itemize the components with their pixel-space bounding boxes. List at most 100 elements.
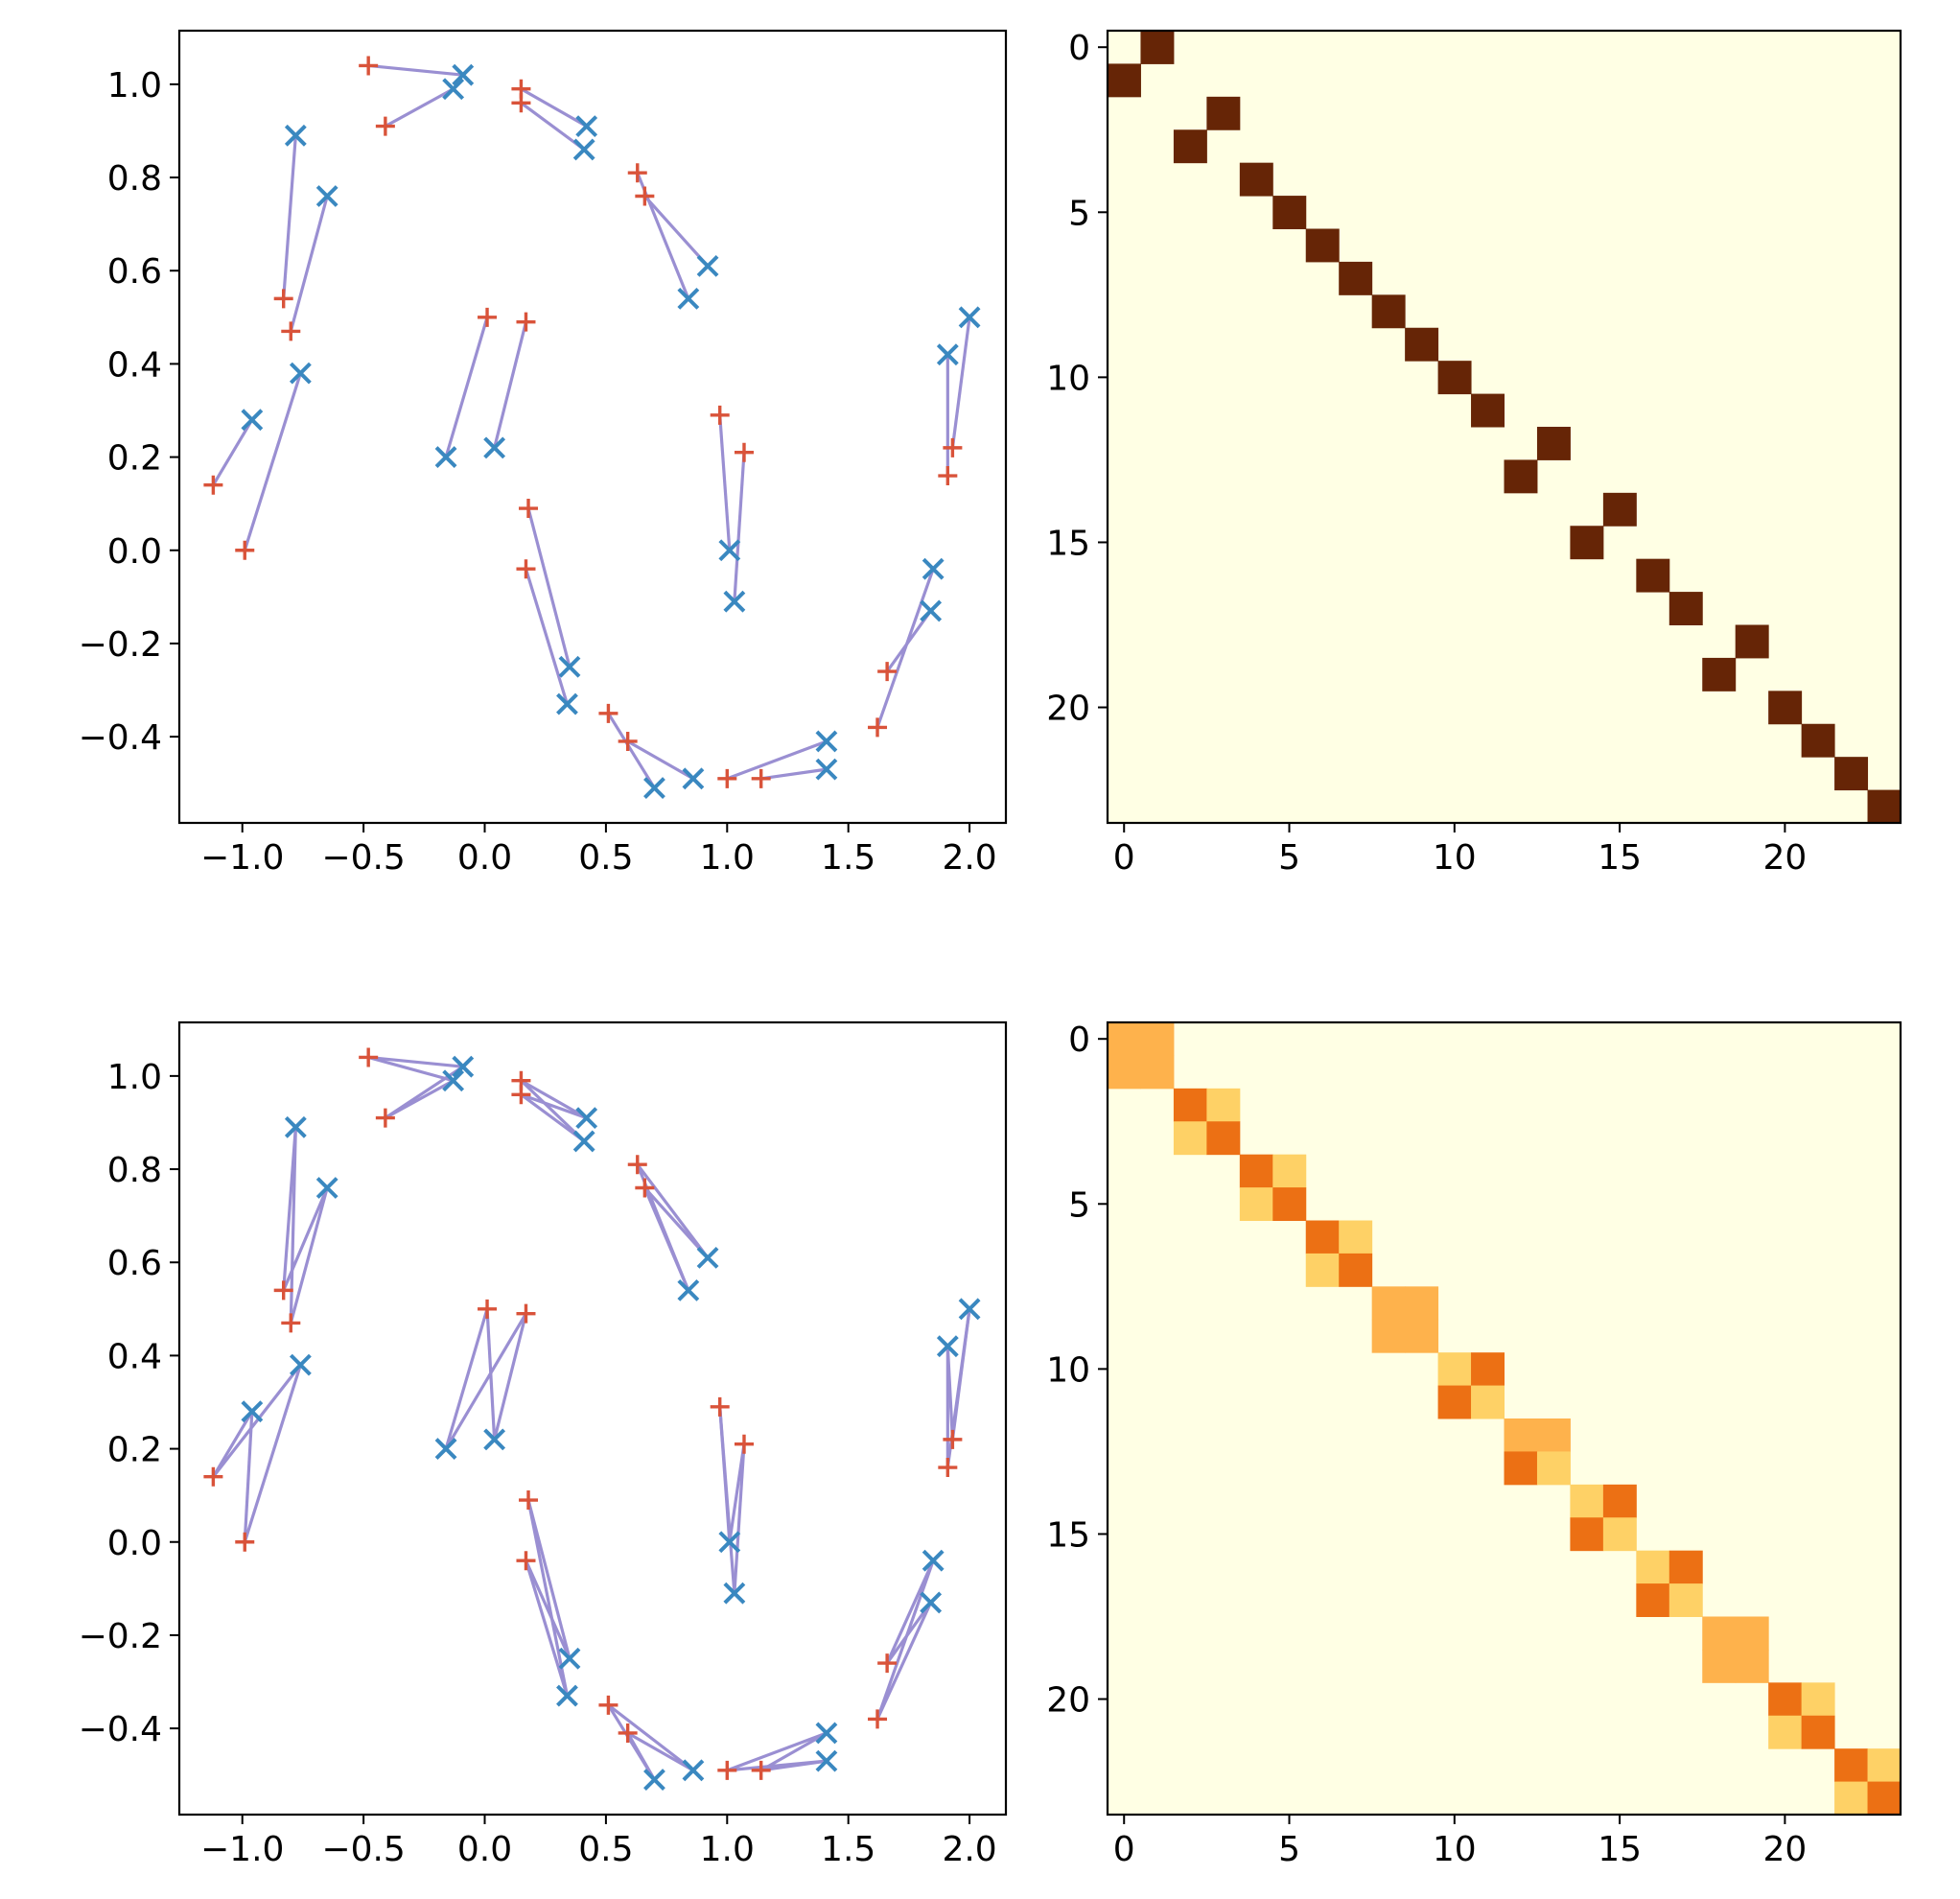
coupling-lines <box>212 1055 971 1781</box>
heatmap-cell <box>1735 1649 1769 1683</box>
x-tick-label: 0.5 <box>578 1830 633 1869</box>
x-marker <box>922 557 945 580</box>
heatmap-cell <box>1339 1253 1373 1287</box>
x-marker <box>920 1591 943 1614</box>
x-tick-label: 20 <box>1762 838 1807 878</box>
x-tick-label: 5 <box>1278 1830 1300 1869</box>
y-tick-label: 20 <box>1046 690 1090 729</box>
plus-marker <box>627 1155 647 1175</box>
plus-marker <box>511 1085 531 1105</box>
heatmap-cell <box>1570 1517 1604 1552</box>
x-marker <box>442 1069 465 1092</box>
coupling-line <box>524 1559 569 1697</box>
heatmap-cell <box>1339 261 1373 295</box>
y-tick-label: 0.6 <box>107 252 162 292</box>
x-tick-label: 1.5 <box>821 838 875 878</box>
heatmap-cell <box>1768 1682 1803 1717</box>
heatmap-cell <box>1768 691 1803 725</box>
coupling-line <box>444 1308 489 1450</box>
heatmap-cell <box>1570 1484 1604 1518</box>
x-marker <box>723 1582 746 1605</box>
heatmap-cell <box>1768 1715 1803 1749</box>
coupling-line <box>524 568 569 705</box>
y-tick-label: 15 <box>1046 1515 1090 1555</box>
plus-marker <box>751 1760 771 1780</box>
plus-marker <box>877 1653 898 1674</box>
plus-marker <box>717 768 737 788</box>
coupling-line <box>520 1079 586 1143</box>
x-marker <box>575 115 598 138</box>
coupling-line <box>642 1186 690 1292</box>
y-tick-label: 0.2 <box>107 439 162 479</box>
heatmap-cell <box>1702 657 1737 692</box>
axes-frame <box>1106 1020 1902 1817</box>
coupling-line <box>733 452 746 602</box>
plus-marker <box>618 1723 638 1743</box>
heatmap-cell <box>1272 1187 1307 1221</box>
x-marker <box>815 730 838 753</box>
plus-marker <box>635 1178 655 1198</box>
plus-marker <box>751 768 771 788</box>
heatmap-cell <box>1602 1517 1637 1552</box>
x-tick-label: 1.5 <box>821 1830 875 1869</box>
coupling-line <box>733 1443 746 1594</box>
coupling-line <box>289 196 329 332</box>
heatmap-cell <box>1504 1451 1538 1486</box>
plus-marker <box>359 1047 379 1067</box>
x-marker <box>556 692 578 715</box>
coupling-line <box>950 316 971 449</box>
x-marker <box>696 1246 719 1269</box>
heatmap-cell <box>1834 757 1869 791</box>
x-tick-label: 2.0 <box>942 1830 996 1869</box>
coupling-line <box>243 1364 302 1543</box>
heatmap-cell <box>1206 96 1241 130</box>
heatmap-cell <box>1239 162 1273 197</box>
y-tick-label: 0 <box>1068 29 1090 68</box>
x-marker <box>920 599 943 622</box>
x-marker <box>815 1722 838 1745</box>
y-tick-label: 10 <box>1046 1350 1090 1390</box>
plus-marker <box>868 717 888 738</box>
y-tick-label: −0.2 <box>79 625 162 665</box>
coupling-line <box>526 1499 570 1697</box>
heatmap-cell <box>1437 1385 1472 1419</box>
x-marker <box>284 1115 307 1138</box>
target-points <box>241 1055 981 1791</box>
x-marker <box>452 1055 475 1078</box>
coupling-line <box>520 87 588 128</box>
y-tick-label: 15 <box>1046 524 1090 563</box>
heatmap-cell <box>1305 228 1340 263</box>
coupling-line <box>607 712 656 789</box>
heatmap-cell <box>1206 1121 1241 1156</box>
plus-marker <box>478 307 498 327</box>
plus-marker <box>281 321 301 341</box>
coupling-line <box>526 507 572 668</box>
plus-marker <box>627 163 647 183</box>
x-marker <box>315 185 338 207</box>
x-marker <box>315 1177 338 1199</box>
x-tick-label: 2.0 <box>942 838 996 878</box>
heatmap-cell <box>1108 1022 1141 1056</box>
heatmap-cell <box>1371 294 1406 329</box>
y-tick-label: −0.4 <box>79 718 162 758</box>
heatmap-cells <box>1108 31 1902 824</box>
plus-marker <box>516 312 536 332</box>
x-marker <box>483 1428 506 1451</box>
y-tick-label: 0.2 <box>107 1431 162 1470</box>
heatmap-cell <box>1602 1484 1637 1518</box>
plus-marker <box>235 540 255 560</box>
plus-marker <box>635 186 655 206</box>
coupling-line <box>520 1092 588 1120</box>
y-tick-label: 10 <box>1046 359 1090 398</box>
x-tick-label: 5 <box>1278 838 1300 878</box>
plus-marker <box>478 1299 498 1319</box>
plus-marker <box>375 116 395 136</box>
x-marker <box>241 1400 264 1423</box>
coupling-line <box>520 1079 588 1119</box>
x-tick-label: 0.0 <box>457 1830 512 1869</box>
plus-marker <box>375 1108 395 1128</box>
heatmap-cell <box>1867 789 1902 824</box>
coupling-line <box>385 87 455 129</box>
coupling-line <box>444 1312 527 1450</box>
x-tick-label: −1.0 <box>200 1830 284 1869</box>
